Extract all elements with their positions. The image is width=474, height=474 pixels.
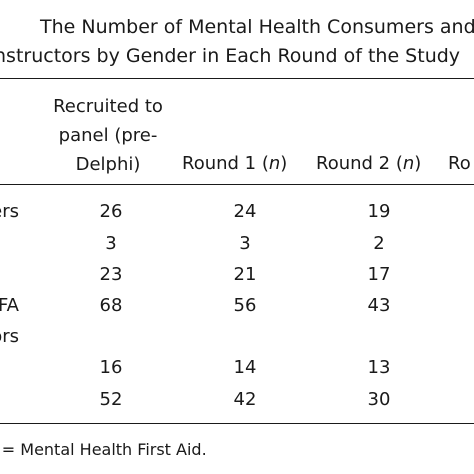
row-4-recruited: 68 bbox=[99, 295, 123, 316]
header-recruited-line-1: Recruited to bbox=[53, 96, 163, 117]
table-title-line-2: nstructors by Gender in Each Round of th… bbox=[0, 45, 461, 67]
row-3-round-2: 17 bbox=[367, 264, 391, 285]
header-round-3-partial: Ro bbox=[448, 153, 471, 174]
row-label-continued: tors bbox=[0, 326, 19, 347]
table-title-line-1: The Number of Mental Health Consumers an… bbox=[40, 16, 474, 38]
header-rule bbox=[0, 184, 474, 185]
row-3-recruited: 23 bbox=[99, 264, 123, 285]
table-footnote: FA = Mental Health First Aid. bbox=[0, 440, 207, 459]
row-6-recruited: 52 bbox=[99, 389, 123, 410]
row-1-recruited: 26 bbox=[99, 201, 123, 222]
row-5-round-1: 14 bbox=[233, 357, 257, 378]
row-4-round-2: 43 bbox=[367, 295, 391, 316]
row-5-recruited: 16 bbox=[99, 357, 123, 378]
row-label: HFA bbox=[0, 295, 19, 316]
row-4-round-1: 56 bbox=[233, 295, 257, 316]
header-recruited-line-3: Delphi) bbox=[75, 154, 141, 175]
row-2-round-2: 2 bbox=[373, 233, 385, 254]
row-2-recruited: 3 bbox=[105, 233, 117, 254]
row-6-round-2: 30 bbox=[367, 389, 391, 410]
row-6-round-1: 42 bbox=[233, 389, 257, 410]
row-2-round-1: 3 bbox=[239, 233, 251, 254]
row-label: ers bbox=[0, 201, 19, 222]
header-recruited-to-panel: Recruited to panel (pre- Delphi) bbox=[40, 92, 176, 179]
header-round-1: Round 1 (n) bbox=[182, 153, 288, 174]
row-3-round-1: 21 bbox=[233, 264, 257, 285]
row-5-round-2: 13 bbox=[367, 357, 391, 378]
top-rule bbox=[0, 78, 474, 79]
row-1-round-2: 19 bbox=[367, 201, 391, 222]
bottom-rule bbox=[0, 423, 474, 424]
row-1-round-1: 24 bbox=[233, 201, 257, 222]
header-round-2: Round 2 (n) bbox=[316, 153, 422, 174]
header-recruited-line-2: panel (pre- bbox=[58, 125, 158, 146]
